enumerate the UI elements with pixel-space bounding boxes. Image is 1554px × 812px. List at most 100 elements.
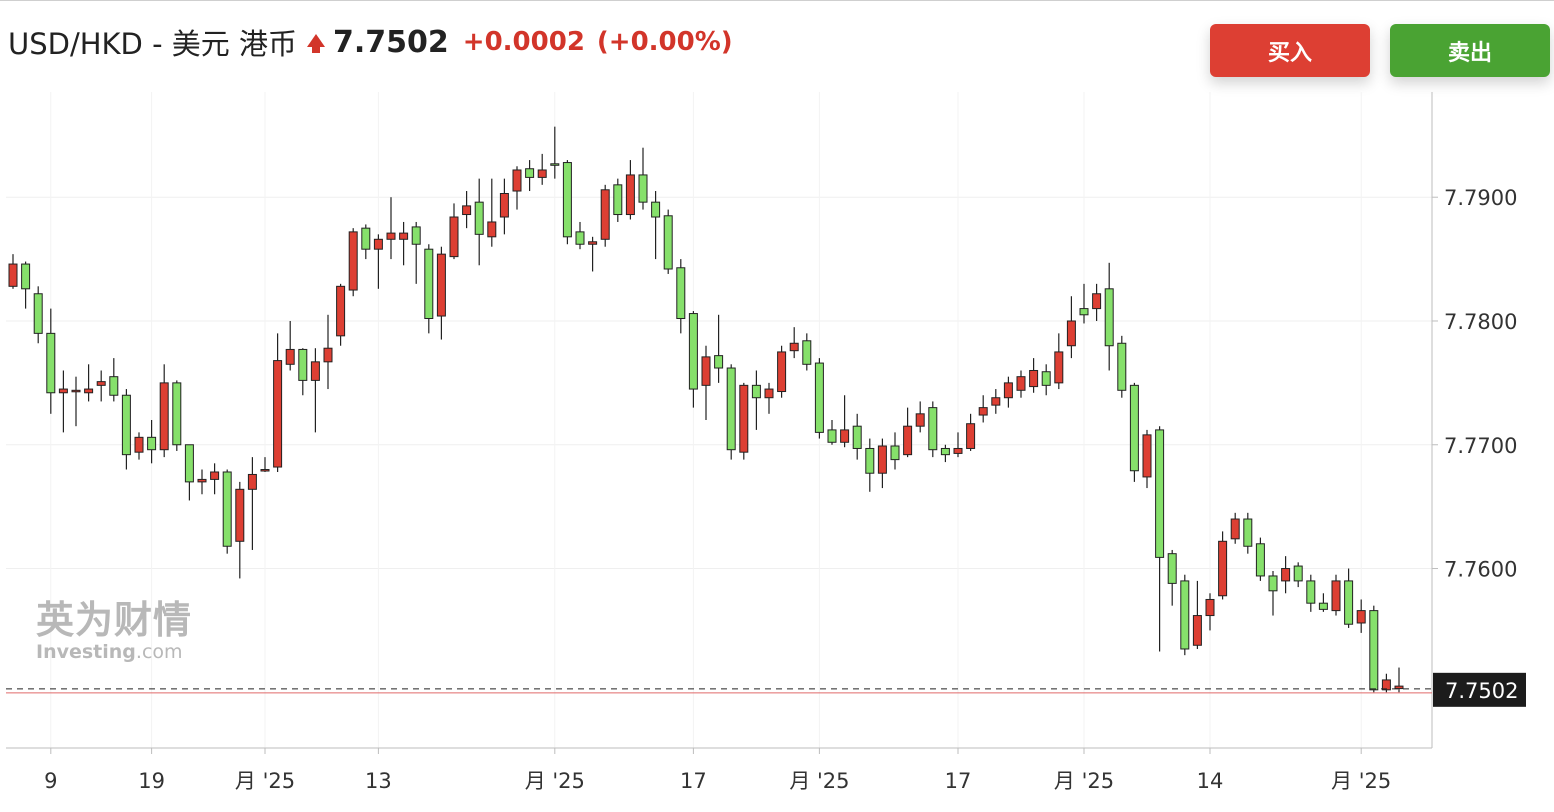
- candle-body: [348, 231, 358, 291]
- candle: [928, 401, 938, 458]
- candle-body: [928, 407, 938, 451]
- candle: [1205, 593, 1215, 631]
- candle: [373, 234, 383, 289]
- candle: [273, 333, 283, 472]
- candle: [1016, 370, 1026, 398]
- candle: [298, 348, 308, 396]
- candle-body: [1167, 553, 1177, 584]
- candle: [424, 244, 434, 334]
- candle: [1369, 605, 1379, 693]
- y-tick-label: 7.7800: [1444, 310, 1517, 334]
- candle: [1041, 364, 1051, 396]
- currency-pair-title: USD/HKD - 美元 港币: [8, 27, 298, 61]
- candle-body: [978, 407, 988, 416]
- candle-body: [474, 201, 484, 235]
- candle: [147, 420, 157, 464]
- candle-body: [550, 163, 560, 166]
- candle-body: [663, 215, 673, 270]
- candle-body: [172, 382, 182, 446]
- candle-body: [940, 447, 950, 456]
- candle-body: [1306, 580, 1316, 604]
- candle: [436, 246, 446, 340]
- x-tick-label: 9: [44, 769, 57, 793]
- candle: [739, 382, 749, 460]
- candle: [462, 191, 472, 229]
- candle: [449, 203, 459, 260]
- candle-body: [966, 423, 976, 449]
- candle-body: [1318, 602, 1328, 610]
- candle-body: [1092, 293, 1102, 310]
- buy-button[interactable]: 买入: [1210, 24, 1370, 77]
- sell-button[interactable]: 卖出: [1390, 24, 1550, 77]
- candle-body: [827, 429, 837, 443]
- candle: [386, 197, 396, 260]
- candle-body: [814, 362, 824, 433]
- candle-body: [462, 205, 472, 216]
- candle: [1104, 262, 1114, 371]
- candle-body: [575, 231, 585, 245]
- candle: [852, 413, 862, 460]
- candle: [1218, 531, 1228, 600]
- candle-body: [1029, 369, 1039, 388]
- candle: [1281, 556, 1291, 594]
- candle-body: [424, 248, 434, 320]
- candle-body: [46, 332, 56, 394]
- candle-body: [134, 436, 144, 453]
- candle: [399, 221, 409, 266]
- candle: [537, 153, 547, 185]
- candle: [613, 178, 623, 222]
- candle-body: [310, 361, 320, 381]
- candle: [1344, 568, 1354, 628]
- candle-body: [499, 192, 509, 218]
- candle: [562, 160, 572, 245]
- candle: [361, 224, 371, 260]
- candle-body: [235, 488, 245, 542]
- candle: [71, 376, 81, 427]
- candle-body: [1155, 429, 1165, 558]
- candle-body: [613, 184, 623, 216]
- candle-body: [1243, 518, 1253, 547]
- candle-body: [285, 348, 295, 365]
- candle: [172, 380, 182, 451]
- candle: [600, 184, 610, 247]
- x-tick-label: 月 '25: [525, 769, 585, 793]
- candle-body: [361, 227, 371, 250]
- candle: [336, 283, 346, 346]
- x-tick-label: 月 '25: [235, 769, 295, 793]
- candle: [701, 345, 711, 420]
- candle-body: [222, 471, 232, 547]
- candle-body: [764, 388, 774, 399]
- candle: [1029, 358, 1039, 393]
- candle: [1243, 512, 1253, 554]
- candle-body: [8, 263, 18, 287]
- candle-body: [1016, 376, 1026, 391]
- x-tick-label: 月 '25: [1331, 769, 1391, 793]
- candle-body: [1192, 615, 1202, 646]
- candle: [903, 407, 913, 458]
- candle: [525, 160, 535, 192]
- candle-body: [588, 241, 598, 245]
- candle: [109, 358, 119, 402]
- candle-body: [1066, 320, 1076, 347]
- candle: [966, 413, 976, 451]
- watermark-en-suffix: .com: [135, 641, 183, 663]
- candle-body: [739, 384, 749, 453]
- candle: [1255, 537, 1265, 581]
- chart-grid: [6, 92, 1432, 748]
- candle: [789, 327, 799, 359]
- candle-body: [1003, 382, 1013, 399]
- candle-body: [991, 397, 1001, 406]
- candle: [285, 320, 295, 371]
- candle-body: [840, 429, 850, 443]
- candle: [1394, 667, 1404, 693]
- candle: [1066, 296, 1076, 359]
- candle-body: [260, 469, 270, 472]
- watermark-cn: 英为财情: [36, 598, 193, 642]
- last-price-tag: [1433, 672, 1526, 707]
- candle-body: [1268, 575, 1278, 592]
- candle: [1117, 335, 1127, 398]
- axes: 7.7900 7.7800 7.7700 7.7600 9 19 月 '25 13 月 '25 1…: [6, 92, 1526, 793]
- candle-body: [600, 189, 610, 240]
- candle: [991, 389, 1001, 414]
